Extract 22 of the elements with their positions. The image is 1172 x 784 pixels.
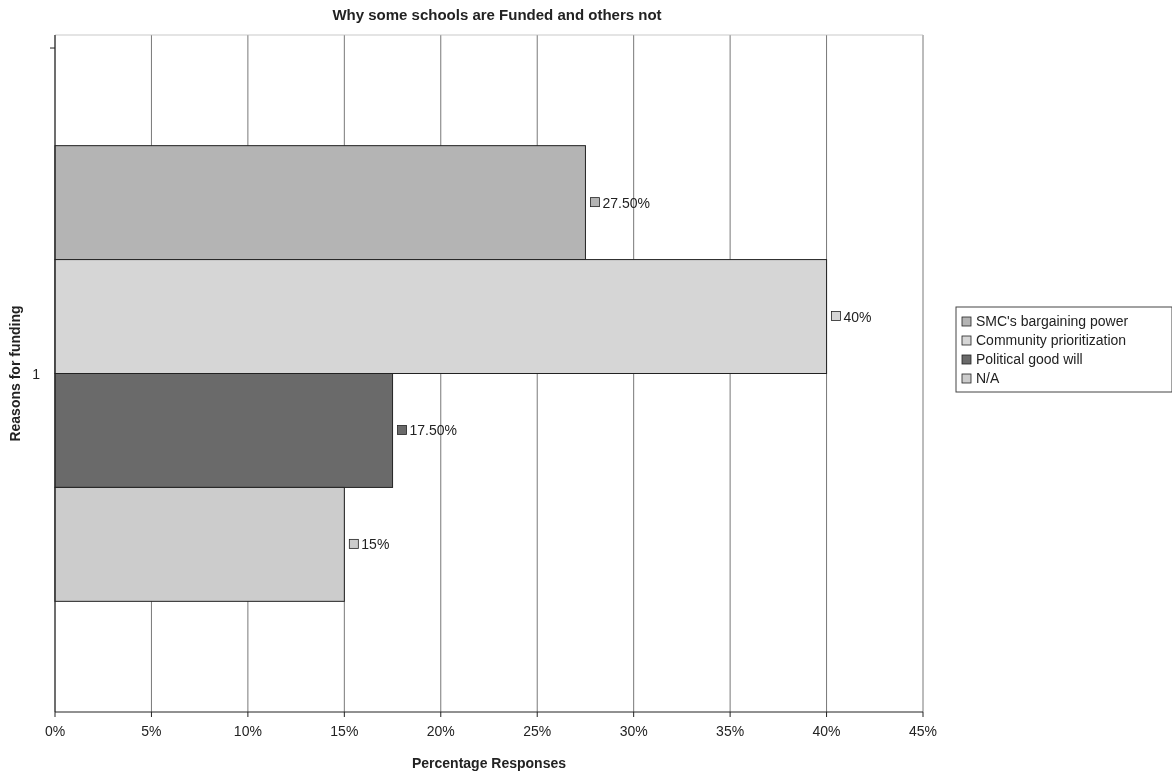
legend-label: Community prioritization [976, 332, 1127, 348]
data-label: 27.50% [602, 194, 650, 211]
x-tick-label: 0% [44, 723, 66, 739]
y-axis-title: Reasons for funding [7, 305, 23, 442]
data-label: 15% [361, 536, 390, 553]
legend-label: N/A [976, 370, 1000, 386]
x-tick-label: 5% [141, 723, 162, 739]
x-tick-label: 10% [233, 723, 262, 739]
x-tick-label: 20% [426, 723, 455, 739]
chart-title: Why some schools are Funded and others not [332, 6, 662, 23]
x-tick-label: 45% [908, 723, 938, 739]
x-tick-label: 40% [812, 723, 841, 739]
x-tick-label: 25% [523, 723, 552, 739]
x-tick-label: 15% [330, 723, 359, 739]
data-label: 17.50% [409, 422, 458, 439]
y-tick-label: 1 [32, 365, 41, 382]
legend-label: SMC's bargaining power [976, 313, 1129, 329]
x-tick-label: 30% [619, 723, 648, 739]
legend-label: Political good will [976, 351, 1083, 367]
x-tick-label: 35% [716, 723, 745, 739]
data-label: 40% [843, 308, 872, 325]
x-axis-title: Percentage Responses [411, 755, 567, 771]
